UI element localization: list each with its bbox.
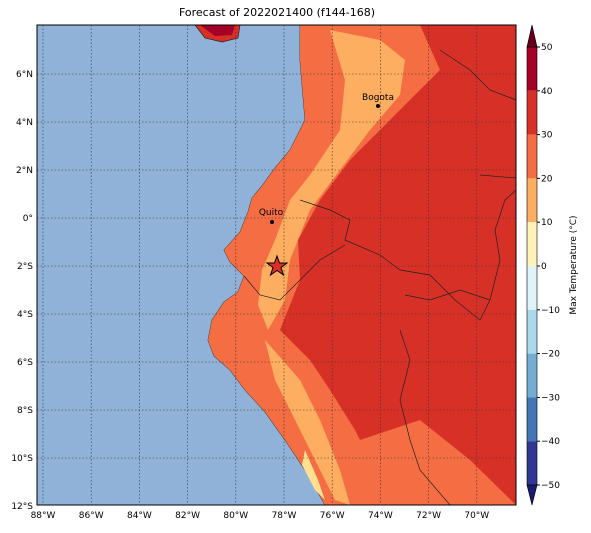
colorbar-tick-label: 40 — [541, 87, 553, 97]
colorbar-tick-label: 50 — [541, 43, 553, 53]
colorbar-tick-label: −10 — [541, 306, 560, 316]
city-label: Bogota — [362, 93, 394, 103]
lat-label: 6°N — [16, 70, 33, 80]
colorbar-label: Max Temperature (°C) — [569, 215, 579, 314]
lat-label: 10°S — [11, 454, 33, 464]
colorbar-extend — [526, 484, 538, 506]
lon-label: 72°W — [416, 511, 441, 521]
lon-label: 88°W — [31, 511, 56, 521]
lon-label: 84°W — [127, 511, 152, 521]
lon-label: 80°W — [223, 511, 248, 521]
lat-label: 6°S — [17, 358, 33, 368]
colorbar-segment — [527, 397, 537, 442]
lon-label: 70°W — [464, 511, 489, 521]
colorbar-tick-label: −30 — [541, 393, 560, 403]
colorbar-segment — [527, 90, 537, 135]
lon-label: 86°W — [79, 511, 104, 521]
colorbar-segment — [527, 47, 537, 91]
city-label: Quito — [259, 208, 284, 218]
lon-label: 78°W — [272, 511, 297, 521]
city-dot — [270, 220, 274, 224]
city-dot — [376, 104, 380, 108]
colorbar-tick-label: −20 — [541, 350, 560, 360]
lon-label: 76°W — [320, 511, 345, 521]
lat-label: 8°S — [17, 406, 33, 416]
lat-label: 0° — [23, 214, 33, 224]
colorbar-segment — [527, 309, 537, 354]
colorbar-segment — [527, 178, 537, 223]
colorbar: 50 40 30 20 10 0 −10 −20 −30 −40 −50 — [526, 24, 560, 506]
colorbar-tick-label: 0 — [541, 262, 547, 272]
colorbar-extend — [526, 24, 538, 48]
colorbar-segment — [527, 222, 537, 266]
colorbar-segment — [527, 353, 537, 398]
lon-label: 82°W — [175, 511, 200, 521]
lat-label: 4°N — [16, 118, 33, 128]
colorbar-tick-label: 20 — [541, 174, 553, 184]
lat-label: 4°S — [17, 310, 33, 320]
colorbar-tick-label: 10 — [541, 218, 553, 228]
lat-label: 2°N — [16, 166, 33, 176]
lat-label: 2°S — [17, 262, 33, 272]
title: Forecast of 2022021400 (f144-168) — [179, 6, 375, 19]
colorbar-segment — [527, 266, 537, 310]
colorbar-tick-label: −50 — [541, 481, 560, 491]
colorbar-tick-label: 30 — [541, 131, 553, 141]
colorbar-segment — [527, 134, 537, 179]
lon-label: 74°W — [368, 511, 393, 521]
colorbar-segment — [527, 441, 537, 485]
lat-label: 12°S — [11, 502, 33, 512]
map-area — [37, 25, 516, 505]
star-marker — [265, 254, 289, 277]
colorbar-tick-label: −40 — [541, 437, 560, 447]
